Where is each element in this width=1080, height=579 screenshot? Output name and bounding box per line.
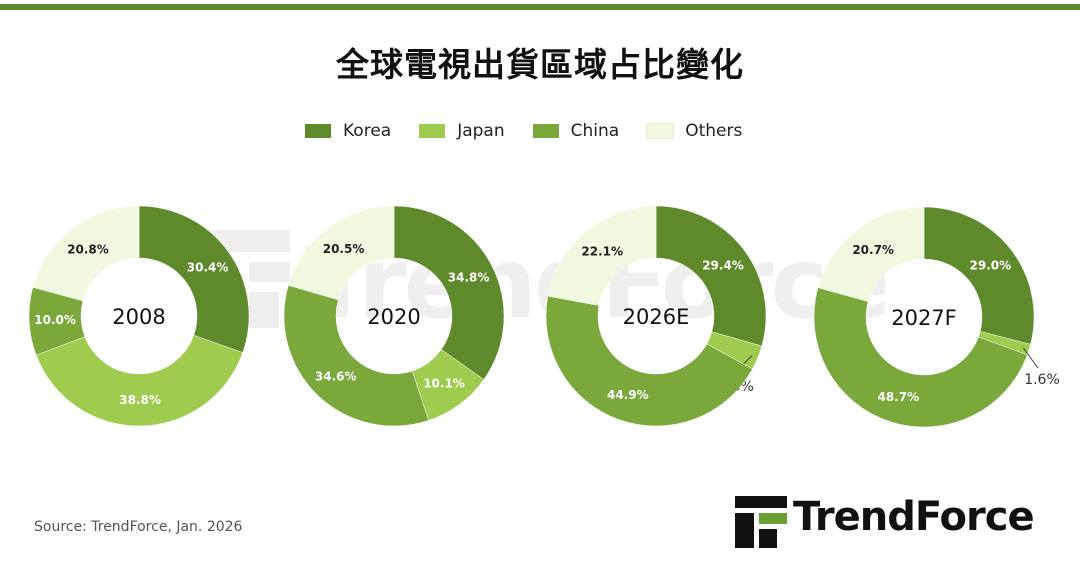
donut-2020-slice-china (283, 285, 429, 427)
legend-label-japan: Japan (457, 121, 505, 141)
legend-swatch-china (532, 124, 559, 138)
trendforce-logo-text: TrendForce (793, 494, 1035, 540)
donut-2027f-slice-korea (923, 206, 1035, 345)
donut-2027f-label-japan: 1.6% (1024, 372, 1060, 388)
donut-2020-center-label: 2020 (367, 305, 420, 329)
trendforce-logo: TrendForce (735, 493, 1055, 549)
donut-2027f-leader-line (1022, 347, 1039, 369)
donut-2020-label-others: 20.5% (323, 242, 365, 256)
source-note: Source: TrendForce, Jan. 2026 (34, 519, 243, 535)
donut-2008-label-others: 20.8% (67, 242, 109, 256)
donut-2008-slice-korea (138, 205, 250, 353)
donut-2008-label-japan: 38.8% (119, 393, 161, 407)
top-accent-bar (0, 4, 1080, 10)
donut-2020-slice-korea (393, 205, 505, 380)
donut-2026e-center-label: 2026E (623, 305, 690, 329)
chart-title: 全球電視出貨區域占比變化 (336, 45, 744, 84)
donut-2020-slice-others (288, 205, 395, 301)
donut-2027f-label-korea: 29.0% (970, 259, 1012, 273)
donut-2027f-center-label: 2027F (891, 306, 957, 330)
donut-2026e-label-others: 22.1% (581, 244, 623, 258)
legend-item-korea: Korea (305, 121, 391, 141)
donut-2026e-slice-china (545, 295, 753, 427)
donut-2020-label-japan: 10.1% (423, 376, 465, 390)
donut-2026e-slice-others (547, 205, 657, 306)
legend-swatch-others (646, 123, 675, 139)
legend-label-china: China (570, 121, 620, 141)
legend: Korea Japan China Others (305, 119, 770, 143)
legend-label-others: Others (685, 121, 743, 141)
donut-2026e-label-korea: 29.4% (702, 258, 744, 272)
legend-swatch-korea (305, 124, 331, 138)
legend-item-japan: Japan (419, 121, 505, 141)
donut-2008-slice-others (32, 205, 140, 302)
donut-2027f-slice-others (817, 206, 925, 302)
donut-2027f-slice-china (813, 287, 1028, 428)
donut-2020-label-china: 34.6% (315, 370, 357, 384)
donut-2026e-slice-korea (655, 205, 767, 347)
legend-item-china: China (532, 121, 620, 141)
donut-2008-label-china: 10.0% (34, 313, 76, 327)
donut-2027f-label-china: 48.7% (877, 390, 919, 404)
legend-label-korea: Korea (343, 121, 392, 141)
legend-swatch-japan (419, 124, 446, 138)
donut-2026e-label-china: 44.9% (607, 388, 649, 402)
donut-2008-slice-japan (35, 334, 244, 427)
donut-2008-center-label: 2008 (112, 305, 165, 329)
donut-2027f-label-others: 20.7% (852, 243, 894, 257)
trendforce-logo-icon (735, 496, 787, 548)
legend-item-others: Others (646, 121, 743, 141)
donut-2020-label-korea: 34.8% (448, 270, 490, 284)
donut-2008-label-korea: 30.4% (187, 260, 229, 274)
